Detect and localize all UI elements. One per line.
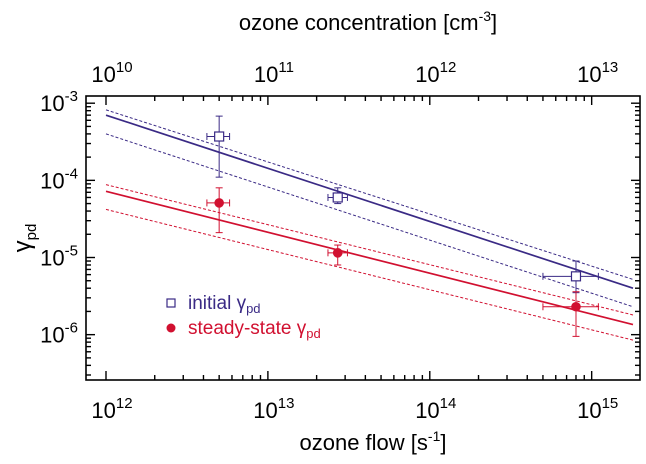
data-point-initial bbox=[570, 271, 582, 282]
y-axis-title: γpd bbox=[9, 224, 40, 253]
top-axis-title: ozone concentration [cm-3] bbox=[239, 8, 497, 35]
y-tick-label: 10-6 bbox=[40, 320, 78, 348]
legend-marker-steady bbox=[166, 323, 176, 333]
plot-frame bbox=[85, 95, 641, 381]
x-tick-label: 1014 bbox=[415, 395, 456, 423]
x-tick-label: 1012 bbox=[91, 395, 132, 423]
confidence-bound-line bbox=[105, 133, 634, 308]
fit-line-steady bbox=[105, 190, 634, 326]
data-point-steady bbox=[571, 301, 581, 312]
x-tick-label: 1015 bbox=[577, 395, 618, 423]
confidence-bound-line bbox=[105, 109, 634, 280]
y-tick-label: 10-3 bbox=[40, 88, 78, 116]
y-tick-label: 10-5 bbox=[40, 243, 78, 271]
data-point-initial bbox=[214, 131, 225, 142]
top-tick-label: 1013 bbox=[577, 59, 618, 87]
x-tick-label: 1013 bbox=[253, 395, 294, 423]
data-point-steady bbox=[332, 248, 343, 258]
legend-label-initial: initial γpd bbox=[188, 293, 261, 316]
legend-marker-initial bbox=[166, 298, 176, 308]
y-tick-label: 10-4 bbox=[40, 165, 78, 193]
data-point-steady bbox=[214, 198, 224, 208]
top-tick-label: 1012 bbox=[415, 59, 456, 87]
confidence-bound-line bbox=[105, 184, 634, 316]
legend: initial γpd steady-state γpd bbox=[166, 293, 321, 341]
x-axis-title: ozone flow [s-1] bbox=[300, 428, 447, 455]
fit-line-initial bbox=[105, 114, 634, 290]
top-tick-label: 1011 bbox=[254, 59, 294, 87]
legend-label-steady: steady-state γpd bbox=[188, 318, 321, 341]
data-point-initial bbox=[332, 192, 343, 203]
confidence-bound-line bbox=[105, 208, 634, 341]
top-tick-label: 1010 bbox=[91, 59, 132, 87]
